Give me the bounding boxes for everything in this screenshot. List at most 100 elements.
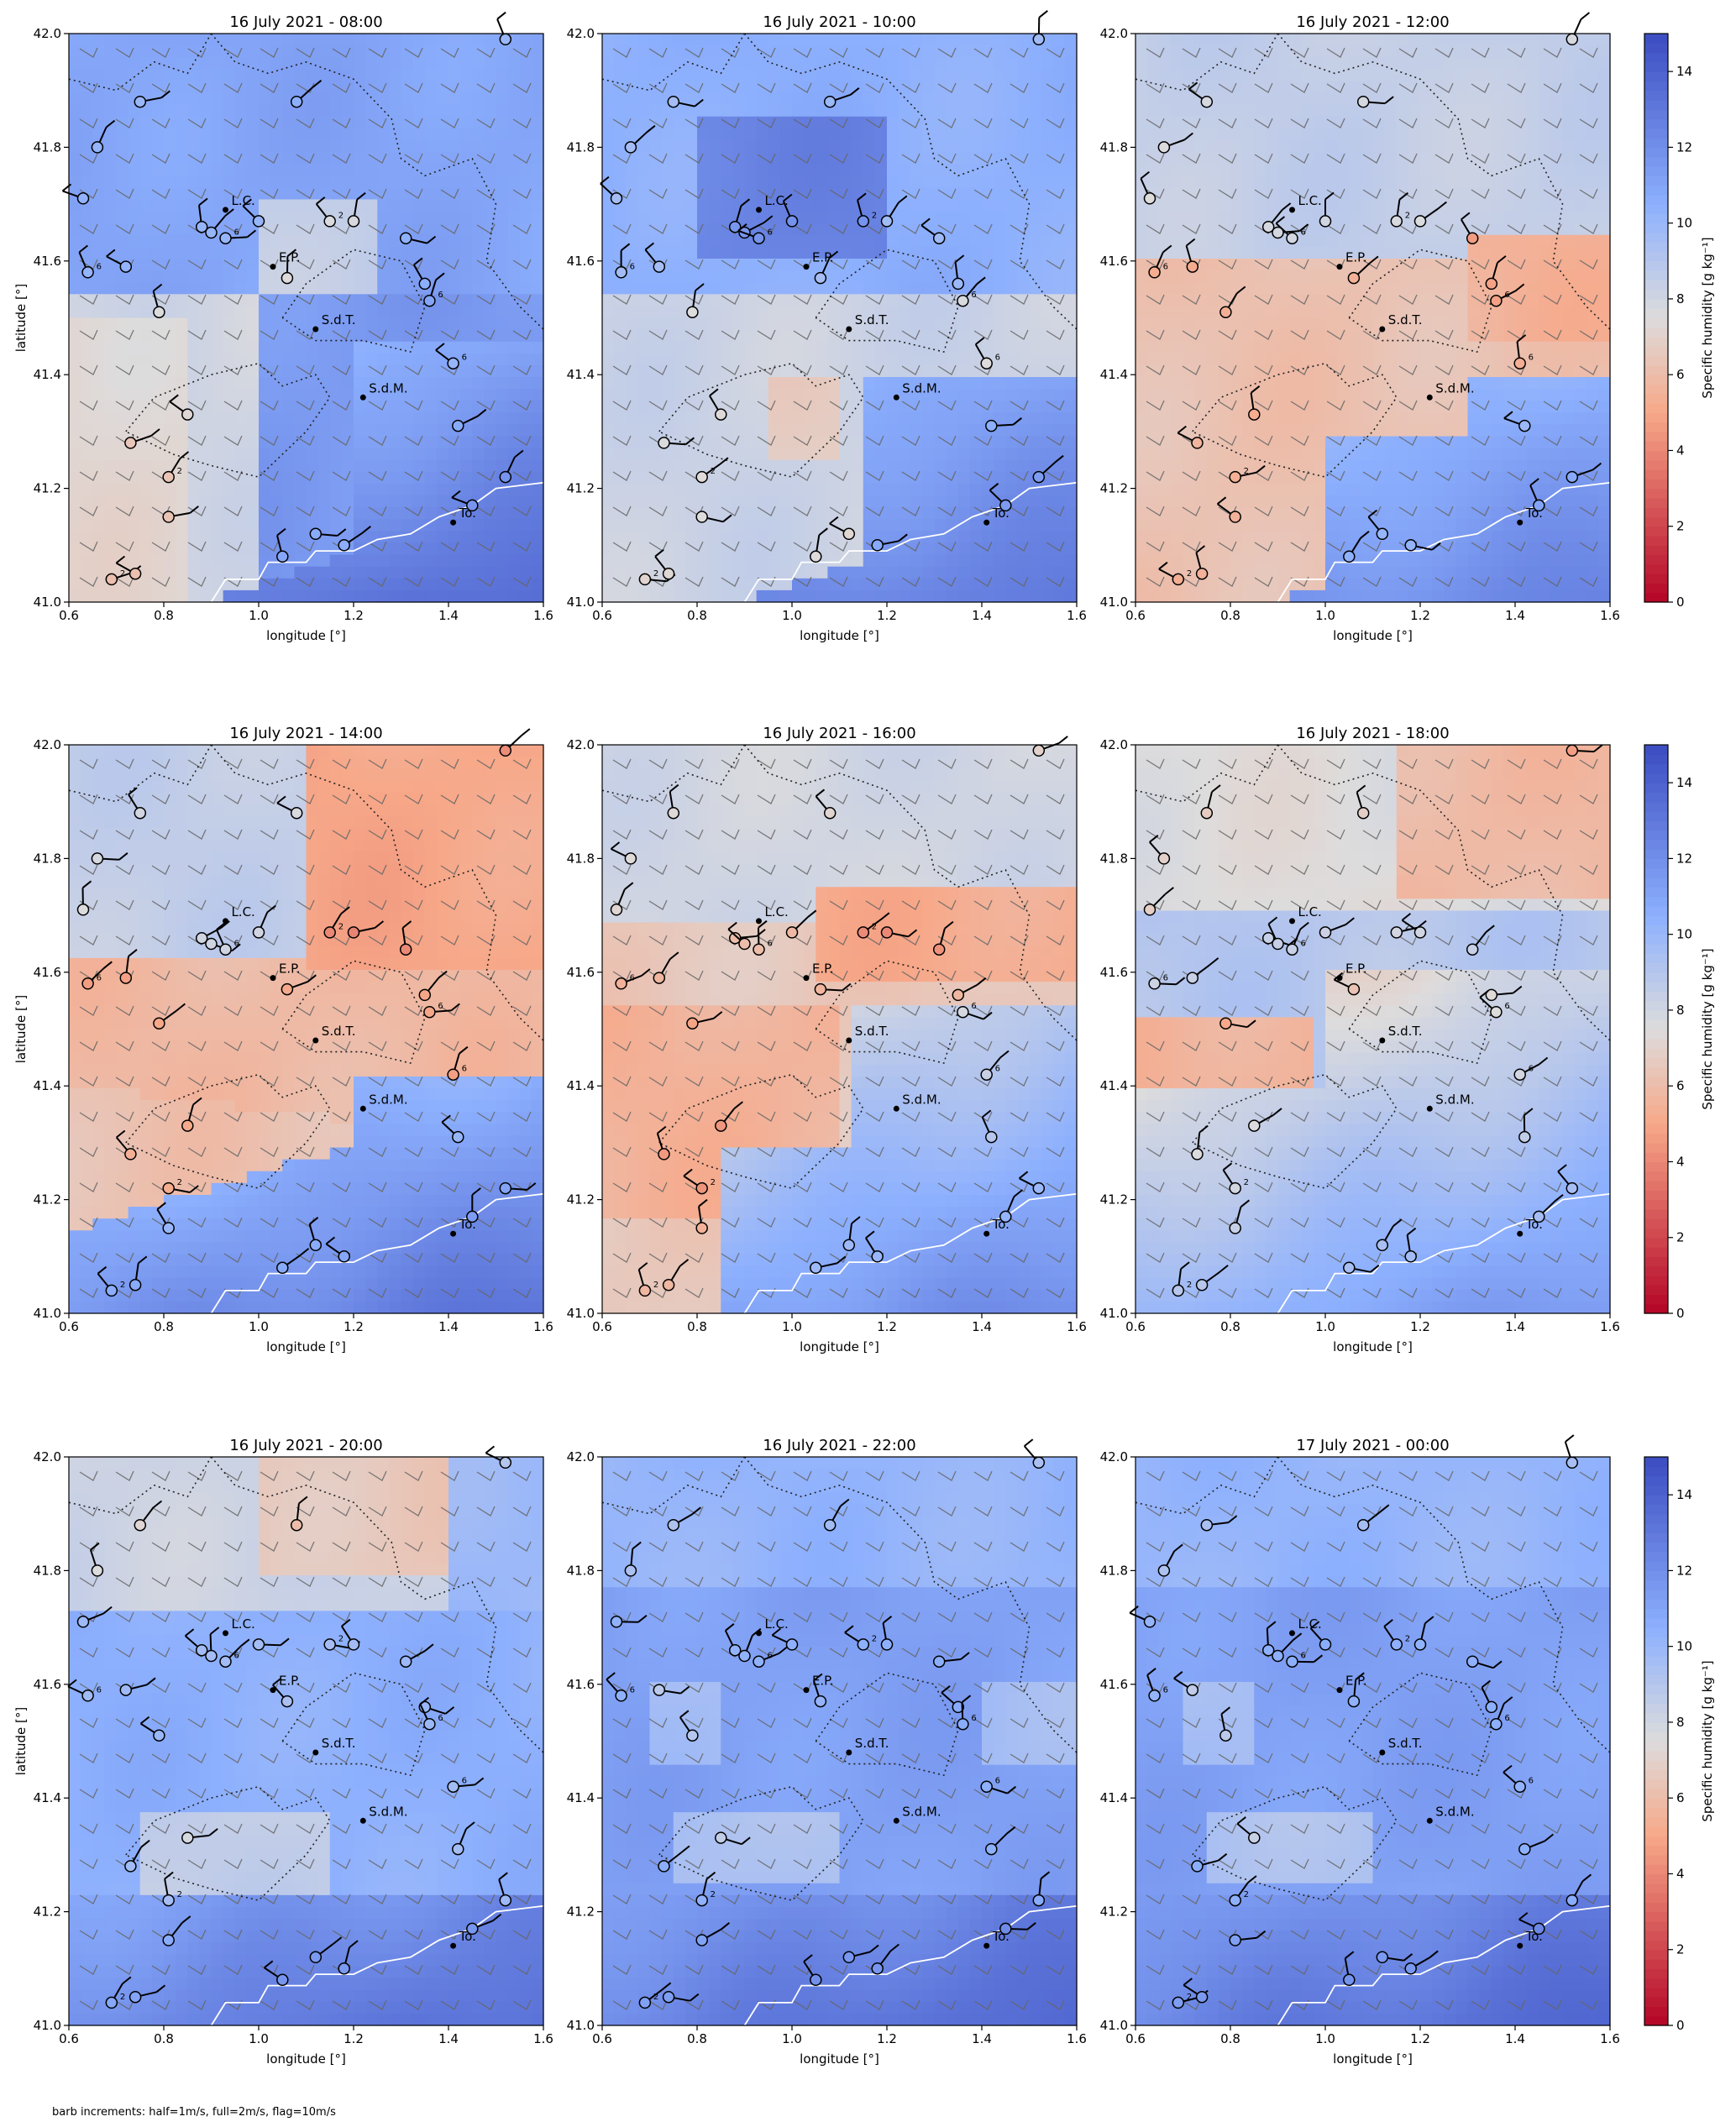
heatmap-cell	[212, 105, 224, 118]
heatmap-cell	[709, 105, 721, 118]
heatmap-cell	[259, 460, 271, 473]
heatmap-cell	[994, 330, 1006, 343]
heatmap-cell	[1171, 69, 1183, 81]
heatmap-cell	[1041, 507, 1054, 520]
heatmap-cell	[922, 93, 935, 106]
heatmap-cell	[294, 34, 307, 46]
heatmap-cell	[1455, 69, 1468, 81]
heatmap-cell	[887, 507, 899, 520]
heatmap-cell	[270, 223, 283, 236]
heatmap-cell	[863, 93, 876, 106]
heatmap-cell	[389, 567, 401, 579]
heatmap-cell	[472, 247, 485, 259]
heatmap-cell	[709, 318, 721, 331]
heatmap-cell	[1349, 57, 1361, 70]
heatmap-cell	[117, 330, 129, 343]
heatmap-cell	[389, 507, 401, 520]
heatmap-cell	[745, 519, 758, 532]
heatmap-cell	[223, 519, 236, 532]
heatmap-cell	[532, 519, 544, 532]
heatmap-cell	[840, 176, 852, 188]
heatmap-cell	[532, 212, 544, 224]
heatmap-cell	[780, 531, 793, 543]
heatmap-cell	[92, 531, 105, 543]
heatmap-cell	[365, 212, 378, 224]
heatmap-cell	[496, 306, 509, 318]
x-tick-label: 1.2	[877, 608, 897, 623]
heatmap-cell	[377, 282, 390, 295]
heatmap-cell	[887, 93, 899, 106]
heatmap-cell	[532, 187, 544, 200]
heatmap-cell	[401, 212, 414, 224]
heatmap-cell	[140, 235, 153, 248]
heatmap-cell	[732, 401, 745, 413]
heatmap-cell	[1183, 93, 1196, 106]
heatmap-cell	[247, 282, 260, 295]
heatmap-cell	[1065, 342, 1078, 354]
heatmap-cell	[1041, 318, 1054, 331]
heatmap-cell	[1065, 187, 1078, 200]
heatmap-cell	[935, 567, 947, 579]
heatmap-cell	[1325, 105, 1338, 118]
heatmap-cell	[685, 69, 698, 81]
heatmap-cell	[994, 555, 1006, 568]
heatmap-cell	[1337, 57, 1350, 70]
heatmap-cell	[448, 57, 461, 70]
heatmap-cell	[637, 187, 650, 200]
heatmap-cell	[460, 282, 473, 295]
heatmap-cell	[176, 519, 188, 532]
heatmap-cell	[1444, 81, 1456, 93]
heatmap-cell	[1242, 57, 1255, 70]
heatmap-cell	[626, 460, 638, 473]
heatmap-cell	[401, 247, 414, 259]
heatmap-cell	[780, 389, 793, 401]
heatmap-cell	[721, 567, 733, 579]
heatmap-cell	[1492, 117, 1504, 129]
heatmap-cell	[994, 235, 1006, 248]
heatmap-cell	[709, 448, 721, 461]
heatmap-cell	[982, 330, 994, 343]
heatmap-cell	[472, 140, 485, 153]
heatmap-cell	[709, 81, 721, 93]
heatmap-cell	[674, 377, 686, 390]
heatmap-cell	[626, 223, 638, 236]
heatmap-cell	[804, 282, 816, 295]
heatmap-cell	[401, 542, 414, 555]
y-tick-label: 42.0	[567, 26, 595, 41]
heatmap-cell	[92, 567, 105, 579]
heatmap-cell	[757, 519, 769, 532]
heatmap-cell	[176, 555, 188, 568]
heatmap-cell	[377, 128, 390, 141]
heatmap-cell	[69, 282, 81, 295]
heatmap-cell	[1005, 460, 1018, 473]
heatmap-cell	[863, 342, 876, 354]
heatmap-cell	[532, 342, 544, 354]
heatmap-cell	[721, 495, 733, 508]
heatmap-cell	[1017, 531, 1030, 543]
heatmap-cell	[401, 306, 414, 318]
heatmap-cell	[745, 318, 758, 331]
heatmap-cell	[732, 531, 745, 543]
heatmap-cell	[330, 164, 343, 176]
heatmap-cell	[732, 519, 745, 532]
heatmap-cell	[662, 448, 674, 461]
heatmap-cell	[1041, 437, 1054, 449]
heatmap-cell	[318, 484, 331, 496]
heatmap-cell	[448, 34, 461, 46]
heatmap-cell	[709, 495, 721, 508]
heatmap-cell	[484, 235, 496, 248]
heatmap-cell	[460, 69, 473, 81]
heatmap-cell	[804, 424, 816, 437]
heatmap-cell	[757, 448, 769, 461]
heatmap-cell	[140, 579, 153, 591]
heatmap-cell	[247, 259, 260, 271]
heatmap-cell	[377, 57, 390, 70]
heatmap-cell	[532, 223, 544, 236]
heatmap-cell	[520, 45, 532, 58]
heatmap-cell	[816, 424, 828, 437]
heatmap-cell	[294, 472, 307, 485]
heatmap-cell	[709, 377, 721, 390]
heatmap-cell	[140, 34, 153, 46]
heatmap-cell	[104, 590, 117, 603]
heatmap-cell	[199, 105, 212, 118]
